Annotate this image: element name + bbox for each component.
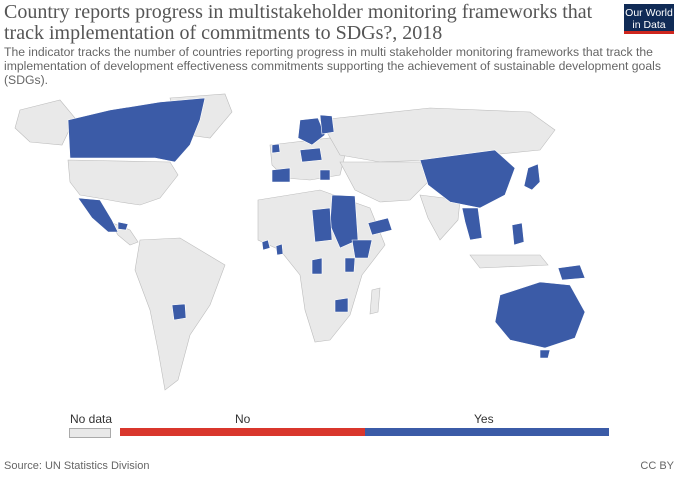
country-central-asia[interactable]	[339, 161, 431, 203]
country-spain[interactable]	[271, 167, 291, 183]
country-mexico[interactable]	[77, 197, 119, 233]
country-ethiopia[interactable]	[351, 239, 373, 259]
country-sierra-leone[interactable]	[261, 239, 271, 251]
world-map[interactable]	[0, 90, 680, 410]
country-ghana[interactable]	[275, 243, 284, 256]
country-finland[interactable]	[319, 114, 335, 135]
land-yes	[67, 97, 586, 359]
country-japan[interactable]	[523, 163, 541, 191]
country-ireland[interactable]	[271, 143, 281, 154]
legend-no-swatch[interactable]	[120, 428, 365, 436]
country-canada[interactable]	[67, 97, 206, 163]
legend-yes-label: Yes	[474, 412, 494, 426]
country-paraguay[interactable]	[171, 303, 187, 321]
country-russia[interactable]	[319, 107, 556, 163]
legend-nodata-label: No data	[70, 412, 113, 426]
logo-line-1: Our World	[625, 7, 673, 19]
country-greece[interactable]	[319, 169, 331, 181]
country-papua-new-guinea[interactable]	[557, 264, 586, 281]
country-australia[interactable]	[494, 281, 586, 349]
country-tasmania[interactable]	[539, 349, 551, 359]
country-myanmar[interactable]	[461, 207, 483, 241]
country-sweden[interactable]	[297, 117, 326, 146]
country-honduras[interactable]	[117, 221, 129, 231]
country-drc[interactable]	[311, 257, 323, 275]
logo-line-2: in Data	[632, 19, 666, 31]
country-madagascar[interactable]	[369, 287, 381, 315]
owid-logo[interactable]: Our World in Data	[624, 4, 674, 34]
license-note[interactable]: CC BY	[640, 460, 674, 472]
country-philippines[interactable]	[511, 222, 525, 246]
legend-no-label: No	[235, 412, 251, 426]
chart-title: Country reports progress in multistakeho…	[4, 1, 593, 44]
country-alaska[interactable]	[14, 99, 76, 146]
country-tanzania[interactable]	[344, 257, 356, 273]
country-germany[interactable]	[299, 147, 323, 163]
legend-nodata-swatch[interactable]	[69, 428, 111, 438]
country-china[interactable]	[419, 149, 516, 209]
country-indonesia[interactable]	[469, 254, 549, 269]
country-yemen[interactable]	[367, 217, 393, 236]
chart-subtitle: The indicator tracks the number of count…	[4, 45, 661, 87]
source-note[interactable]: Source: UN Statistics Division	[4, 460, 150, 472]
country-zimbabwe[interactable]	[334, 297, 349, 313]
legend-yes-swatch[interactable]	[365, 428, 609, 436]
country-chad[interactable]	[311, 207, 333, 243]
country-usa[interactable]	[67, 159, 179, 206]
